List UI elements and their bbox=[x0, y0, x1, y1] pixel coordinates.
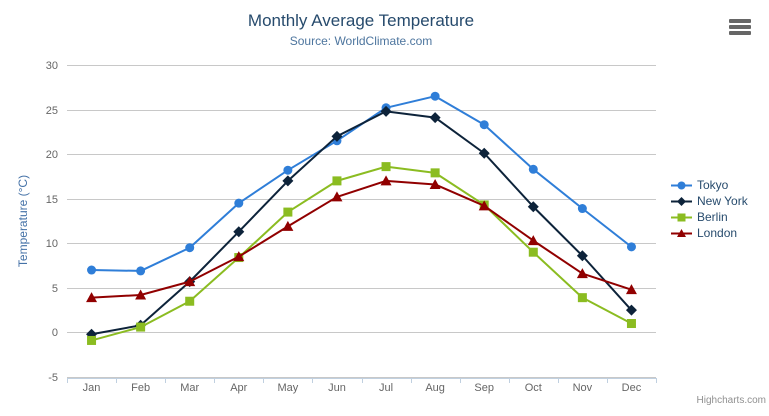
series-marker-berlin[interactable] bbox=[185, 296, 195, 306]
y-axis-label: 15 bbox=[46, 194, 58, 206]
series-marker-new-york[interactable] bbox=[331, 130, 343, 142]
series-marker-berlin[interactable] bbox=[626, 319, 636, 329]
series-marker-tokyo[interactable] bbox=[626, 242, 636, 252]
series-marker-berlin[interactable] bbox=[283, 207, 293, 217]
series-marker-london[interactable] bbox=[86, 292, 98, 303]
legend-label: Berlin bbox=[697, 210, 728, 224]
series-marker-london[interactable] bbox=[282, 220, 294, 231]
x-axis-label: Mar bbox=[180, 382, 199, 394]
series-marker-new-york[interactable] bbox=[429, 112, 441, 124]
series-marker-tokyo[interactable] bbox=[87, 265, 97, 275]
series-marker-berlin[interactable] bbox=[332, 176, 342, 186]
legend-marker-circle-icon bbox=[671, 181, 692, 189]
legend-item-new-york[interactable]: New York bbox=[671, 193, 748, 209]
y-axis-label: 5 bbox=[52, 283, 58, 295]
series-marker-new-york[interactable] bbox=[282, 175, 294, 187]
hamburger-icon bbox=[729, 25, 751, 29]
legend-item-london[interactable]: London bbox=[671, 225, 748, 241]
x-axis-label: Apr bbox=[230, 382, 247, 394]
legend: Tokyo New York Berlin London bbox=[671, 177, 748, 241]
legend-item-berlin[interactable]: Berlin bbox=[671, 209, 748, 225]
y-axis-title: Temperature (°C) bbox=[16, 174, 30, 268]
x-axis-label: Feb bbox=[131, 382, 150, 394]
series-marker-berlin[interactable] bbox=[577, 293, 587, 303]
series-marker-tokyo[interactable] bbox=[185, 243, 195, 253]
series-marker-tokyo[interactable] bbox=[430, 91, 440, 101]
series-marker-new-york[interactable] bbox=[576, 250, 588, 262]
series-marker-tokyo[interactable] bbox=[577, 204, 587, 214]
x-axis-label: Jul bbox=[379, 382, 393, 394]
legend-label: London bbox=[697, 226, 738, 240]
x-axis-label: Aug bbox=[425, 382, 445, 394]
series-marker-london[interactable] bbox=[135, 289, 147, 300]
series-marker-berlin[interactable] bbox=[528, 247, 538, 257]
y-axis-label: 10 bbox=[46, 238, 58, 250]
x-axis-label: Jan bbox=[83, 382, 101, 394]
legend-label: Tokyo bbox=[697, 178, 729, 192]
series-line-tokyo bbox=[90, 95, 633, 272]
y-axis-label: 30 bbox=[46, 60, 58, 72]
series-marker-london[interactable] bbox=[625, 284, 637, 295]
series-marker-berlin[interactable] bbox=[87, 335, 97, 345]
chart-subtitle: Source: WorldClimate.com bbox=[289, 34, 433, 48]
legend-marker-diamond-icon bbox=[671, 196, 692, 206]
series-marker-tokyo[interactable] bbox=[528, 164, 538, 174]
legend-marker-triangle-icon bbox=[671, 228, 692, 237]
series-marker-tokyo[interactable] bbox=[283, 165, 293, 175]
series-marker-london[interactable] bbox=[184, 276, 196, 287]
legend-label: New York bbox=[697, 194, 748, 208]
series-line-new-york bbox=[90, 110, 633, 336]
y-axis-label: -5 bbox=[48, 372, 58, 384]
hamburger-icon bbox=[729, 31, 751, 35]
x-axis-label: Jun bbox=[328, 382, 346, 394]
series-marker-new-york[interactable] bbox=[233, 226, 245, 238]
legend-item-tokyo[interactable]: Tokyo bbox=[671, 177, 748, 193]
y-axis-label: 25 bbox=[46, 105, 58, 117]
x-axis-label: Oct bbox=[525, 382, 542, 394]
y-axis-label: 0 bbox=[52, 327, 58, 339]
series-marker-new-york[interactable] bbox=[478, 147, 490, 159]
series-marker-berlin[interactable] bbox=[136, 322, 146, 332]
chart-title: Monthly Average Temperature bbox=[247, 11, 475, 30]
series-marker-london[interactable] bbox=[527, 235, 539, 246]
series-marker-london[interactable] bbox=[331, 191, 343, 202]
series-marker-new-york[interactable] bbox=[380, 105, 392, 117]
export-menu-button[interactable] bbox=[729, 19, 751, 36]
series-marker-new-york[interactable] bbox=[527, 201, 539, 213]
series-line-berlin bbox=[90, 165, 633, 342]
series-marker-london[interactable] bbox=[380, 175, 392, 186]
x-axis-label: May bbox=[277, 382, 298, 394]
series-marker-berlin[interactable] bbox=[381, 162, 391, 172]
hamburger-icon bbox=[729, 19, 751, 23]
x-axis-label: Sep bbox=[474, 382, 494, 394]
y-axis-label: 20 bbox=[46, 149, 58, 161]
series-marker-london[interactable] bbox=[233, 251, 245, 262]
x-axis-label: Dec bbox=[622, 382, 642, 394]
series-marker-tokyo[interactable] bbox=[479, 120, 489, 130]
series-marker-tokyo[interactable] bbox=[136, 266, 146, 276]
legend-marker-square-icon bbox=[671, 213, 692, 221]
series-marker-berlin[interactable] bbox=[430, 168, 440, 178]
x-axis-label: Nov bbox=[573, 382, 593, 394]
series-marker-london[interactable] bbox=[576, 268, 588, 279]
series-marker-new-york[interactable] bbox=[625, 304, 637, 316]
series-line-london bbox=[90, 179, 633, 299]
series-marker-tokyo[interactable] bbox=[234, 198, 244, 208]
series-marker-london[interactable] bbox=[478, 200, 490, 211]
credits-link[interactable]: Highcharts.com bbox=[696, 395, 766, 406]
series-marker-london[interactable] bbox=[429, 178, 441, 189]
